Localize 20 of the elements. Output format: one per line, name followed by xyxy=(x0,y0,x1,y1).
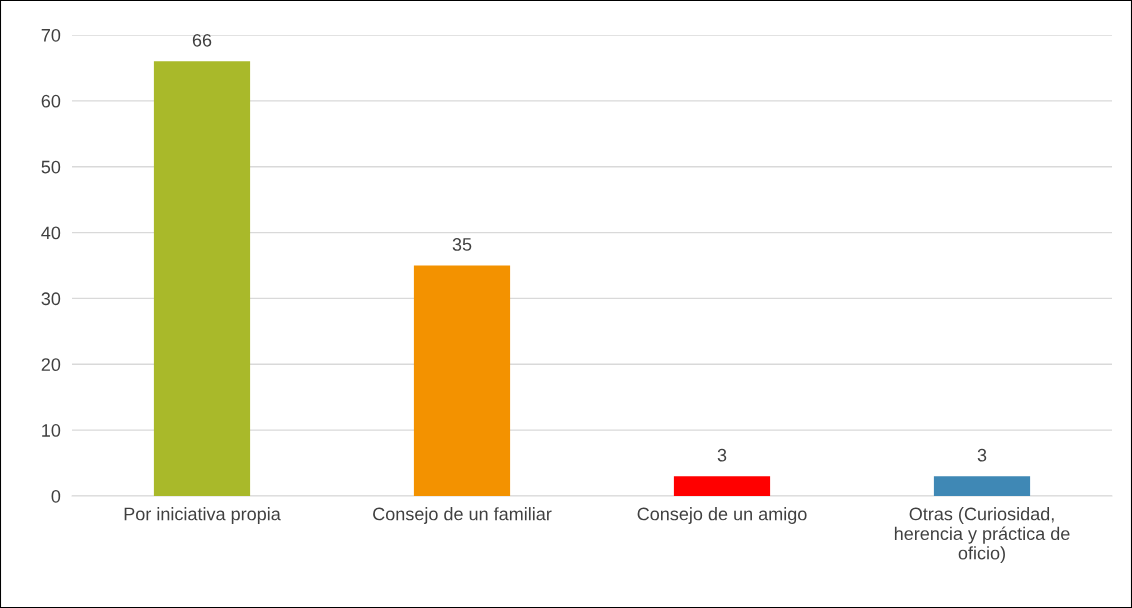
y-tick-label: 0 xyxy=(51,489,61,503)
data-label: 66 xyxy=(192,33,212,47)
x-tick-label: Consejo de un amigo xyxy=(637,507,807,524)
y-tick-label: 20 xyxy=(41,358,61,372)
y-tick-label: 30 xyxy=(41,292,61,306)
bar xyxy=(153,61,251,496)
bar xyxy=(933,476,1031,496)
y-tick-label: 10 xyxy=(42,424,61,437)
data-label: 3 xyxy=(717,448,727,462)
y-tick-label: 60 xyxy=(41,94,61,108)
x-tick-label: Por iniciativa propia xyxy=(124,507,281,524)
bar xyxy=(673,476,771,496)
data-label: 3 xyxy=(977,448,987,462)
bar xyxy=(413,265,511,496)
y-tick-label: 50 xyxy=(41,160,61,174)
data-label: 35 xyxy=(452,238,472,251)
x-tick-label: Consejo de un familiar xyxy=(373,507,552,524)
y-tick-label: 70 xyxy=(41,28,61,42)
x-tick-label: Otras (Curiosidad, herencia y práctica de oficio) xyxy=(894,507,1070,564)
y-tick-label: 40 xyxy=(41,226,61,240)
